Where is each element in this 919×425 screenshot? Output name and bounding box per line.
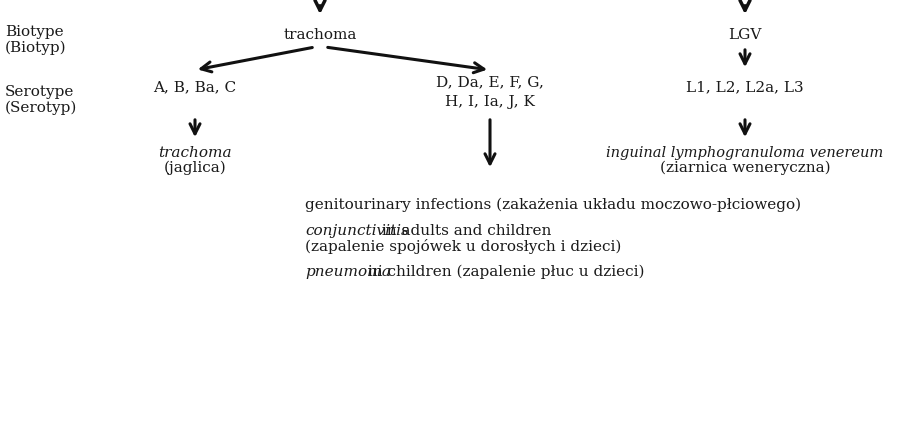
Text: trachoma: trachoma <box>158 146 232 160</box>
Text: Serotype
(Serotyp): Serotype (Serotyp) <box>5 85 77 115</box>
Text: conjunctivitis: conjunctivitis <box>305 224 408 238</box>
Text: pneumonia: pneumonia <box>305 265 391 279</box>
Text: (jaglica): (jaglica) <box>164 161 226 175</box>
Text: inguinal lymphogranuloma venereum: inguinal lymphogranuloma venereum <box>606 146 882 160</box>
Text: D, Da, E, F, G,
H, I, Ia, J, K: D, Da, E, F, G, H, I, Ia, J, K <box>436 75 543 109</box>
Text: (ziarnica weneryczna): (ziarnica weneryczna) <box>659 161 830 175</box>
Text: A, B, Ba, C: A, B, Ba, C <box>153 80 236 94</box>
Text: L1, L2, L2a, L3: L1, L2, L2a, L3 <box>686 80 803 94</box>
Text: (zapalenie spojówek u dorosłych i dzieci): (zapalenie spojówek u dorosłych i dzieci… <box>305 238 620 253</box>
Text: genitourinary infections (zakażenia układu moczowo-płciowego): genitourinary infections (zakażenia ukła… <box>305 198 800 212</box>
Text: in adults and children: in adults and children <box>377 224 550 238</box>
Text: in children (zapalenie płuc u dzieci): in children (zapalenie płuc u dzieci) <box>363 265 644 279</box>
Text: LGV: LGV <box>728 28 761 42</box>
Text: trachoma: trachoma <box>283 28 357 42</box>
Text: Biotype
(Biotyp): Biotype (Biotyp) <box>5 25 66 55</box>
